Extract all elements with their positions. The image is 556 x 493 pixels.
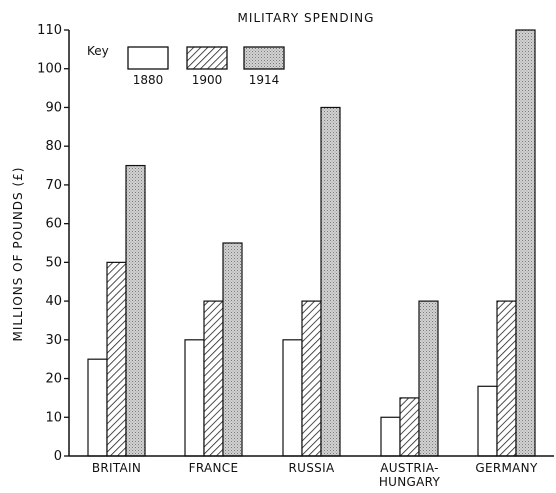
y-axis-ticks: 0 10 20 30 40 50 60 70 80 90 100 110 (37, 23, 69, 464)
category-label: FRANCE (189, 461, 239, 475)
bar-1914-0 (125, 164, 146, 457)
category-label: HUNGARY (379, 475, 441, 489)
bar-1900-0 (106, 261, 127, 457)
legend-label: 1900 (192, 73, 223, 87)
legend-swatch-1880 (127, 46, 169, 70)
y-tick-label: 40 (45, 294, 62, 309)
y-tick-label: 10 (45, 410, 62, 425)
y-tick-label: 110 (37, 23, 62, 38)
legend-label: 1914 (249, 73, 280, 87)
category-label: BRITAIN (92, 461, 141, 475)
bar-1880-0 (87, 358, 108, 457)
legend-title: Key (87, 44, 109, 58)
y-tick-label: 100 (37, 62, 62, 77)
legend-swatch-1914 (243, 46, 285, 70)
y-tick-label: 50 (45, 255, 62, 270)
bars (87, 29, 536, 457)
bar-1900-2 (301, 300, 322, 457)
y-tick-label: 70 (45, 178, 62, 193)
bar-1914-4 (515, 29, 536, 457)
bar-1914-3 (418, 300, 439, 457)
y-tick-label: 0 (54, 449, 62, 464)
legend: Key 1880 1900 1914 (87, 44, 285, 87)
legend-label: 1880 (133, 73, 164, 87)
bar-1880-1 (184, 339, 205, 457)
bar-1880-4 (477, 385, 498, 457)
y-tick-label: 60 (45, 217, 62, 232)
bar-1914-2 (320, 106, 341, 457)
y-tick-label: 80 (45, 139, 62, 154)
bar-1900-3 (399, 397, 420, 457)
legend-swatch-1900 (186, 46, 228, 70)
y-tick-label: 90 (45, 100, 62, 115)
category-label: AUSTRIA- (380, 461, 439, 475)
y-axis-label: MILLIONS OF POUNDS (£) (11, 167, 25, 342)
y-tick-label: 30 (45, 333, 62, 348)
category-label: GERMANY (475, 461, 538, 475)
category-labels: BRITAIN FRANCE RUSSIA AUSTRIA-HUNGARY GERMAN… (92, 461, 538, 489)
bar-1880-2 (282, 339, 303, 457)
y-tick-label: 20 (45, 372, 62, 387)
bar-1900-1 (203, 300, 224, 457)
bar-1914-1 (222, 242, 243, 457)
bar-1900-4 (496, 300, 517, 457)
category-label: RUSSIA (289, 461, 335, 475)
chart-title: MILITARY SPENDING (238, 11, 375, 25)
bar-1880-3 (380, 416, 401, 457)
